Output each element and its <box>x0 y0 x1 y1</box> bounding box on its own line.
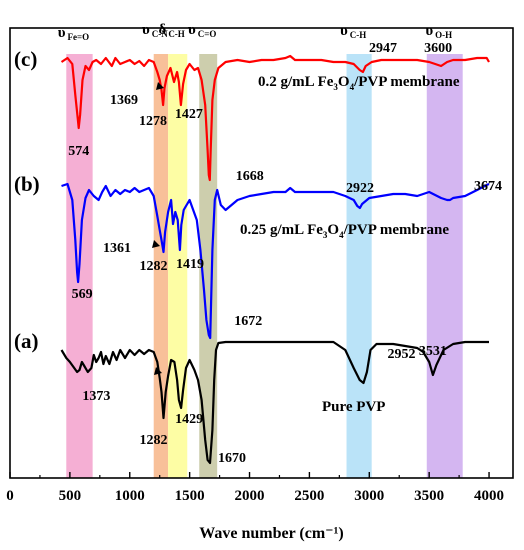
peak-label-17: 1670 <box>218 451 246 466</box>
x-tick-label-6: 3000 <box>354 488 384 504</box>
shoulder-arrow-2 <box>154 367 162 375</box>
peak-label-11: 1672 <box>234 314 262 329</box>
peak-label-12: 2922 <box>346 181 374 196</box>
x-tick-label-8: 4000 <box>474 488 504 504</box>
x-tick-label-1: 500 <box>59 488 82 504</box>
band-label-3: υ C=O <box>188 22 216 39</box>
series-line-2 <box>60 340 489 465</box>
peak-label-19: 3531 <box>419 344 447 359</box>
peak-label-4: 1668 <box>236 169 264 184</box>
peak-label-10: 1419 <box>176 257 204 272</box>
series-line-0 <box>60 54 490 182</box>
series-tag-0: (c) <box>14 47 37 71</box>
peak-label-2: 1278 <box>139 114 167 129</box>
x-axis-title: Wave number (cm⁻¹) <box>199 525 343 542</box>
band-3 <box>199 54 218 478</box>
peak-label-15: 1282 <box>140 433 168 448</box>
x-tick-label-3: 1500 <box>175 488 205 504</box>
peak-label-1: 1369 <box>110 93 138 108</box>
x-tick-label-5: 2500 <box>294 488 324 504</box>
x-tick-label-0: 0 <box>6 488 14 504</box>
peak-label-9: 1282 <box>140 259 168 274</box>
peak-label-14: 1373 <box>82 389 110 404</box>
series-name-1: 0.25 g/mL Fe3O4/PVP membrane <box>240 222 449 240</box>
series-group <box>60 54 490 465</box>
series-line-1 <box>61 182 490 340</box>
band-label-2: δ C-H <box>159 22 185 39</box>
peak-label-8: 1361 <box>103 241 131 256</box>
series-name-0: 0.2 g/mL Fe3O4/PVP membrane <box>258 74 460 92</box>
x-tick-label-4: 2000 <box>235 488 265 504</box>
band-label-4: υ C-H <box>340 23 366 40</box>
band-label-0: υ Fe=O <box>58 25 89 42</box>
series-name-2: Pure PVP <box>322 399 385 415</box>
band-label-1: υ C-N <box>142 22 168 39</box>
peak-label-0: 574 <box>68 144 89 159</box>
shoulder-arrow-0 <box>156 82 164 90</box>
band-5 <box>426 54 463 478</box>
peak-label-5: 2947 <box>369 41 397 56</box>
x-ticks: 0 500 1000 1500 2000 2500 3000 3500 4000 <box>6 472 504 504</box>
annotation-group: υ Fe=O υ C-Nδ C-H υ C=O υ C-H υ O-H (c) (b) (a) 0.2 g/… <box>14 22 502 466</box>
peak-label-6: 3600 <box>424 41 452 56</box>
series-tag-1: (b) <box>14 172 40 196</box>
x-tick-label-7: 3500 <box>414 488 444 504</box>
shoulder-arrow-1 <box>152 240 160 248</box>
band-2 <box>168 54 188 478</box>
peak-label-7: 569 <box>72 287 93 302</box>
peak-label-16: 1429 <box>175 412 203 427</box>
series-tag-2: (a) <box>14 329 39 353</box>
band-label-5: υ O-H <box>425 23 452 40</box>
peak-label-3: 1427 <box>175 107 203 122</box>
band-group <box>66 54 463 478</box>
peak-label-18: 2952 <box>388 347 416 362</box>
plot-frame <box>9 27 514 479</box>
peak-label-13: 3674 <box>474 179 502 194</box>
x-tick-label-2: 1000 <box>115 488 145 504</box>
band-4 <box>346 54 372 478</box>
